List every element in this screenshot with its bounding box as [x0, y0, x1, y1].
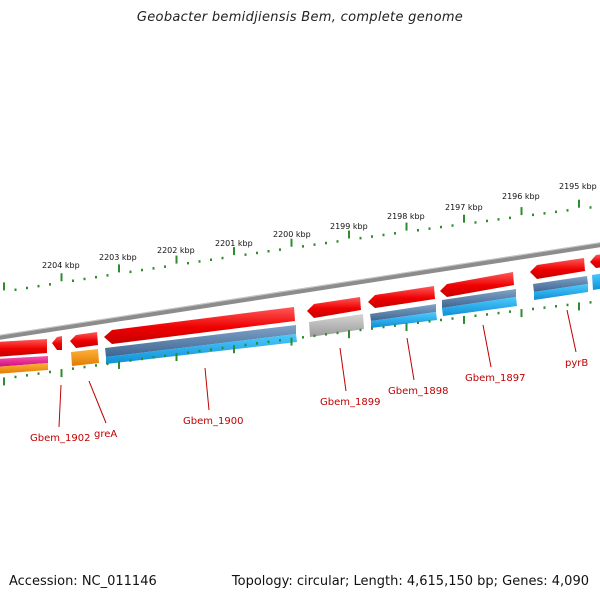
- gray-feature[interactable]: [309, 314, 364, 337]
- forward-genes: [0, 254, 600, 357]
- outer-ruler: [3, 199, 592, 291]
- gene-arrow[interactable]: [52, 336, 62, 350]
- tick-label-2195: 2195 kbp: [559, 182, 597, 191]
- steel-feature[interactable]: [442, 289, 516, 308]
- magenta-feature[interactable]: [0, 356, 48, 367]
- inner-ruler: [3, 301, 592, 386]
- tick-label-2196: 2196 kbp: [502, 192, 540, 201]
- orange-feature[interactable]: [71, 349, 99, 366]
- tick-label-2197: 2197 kbp: [445, 203, 483, 212]
- steel-feature[interactable]: [533, 276, 588, 292]
- gene-arrow[interactable]: [307, 297, 361, 318]
- genome-stats-text: Topology: circular; Length: 4,615,150 bp…: [231, 574, 589, 589]
- tick-label-2200: 2200 kbp: [273, 230, 311, 239]
- gene-label-gbem-1902[interactable]: Gbem_1902: [30, 433, 90, 444]
- blue-feature[interactable]: [442, 297, 517, 316]
- genome-backbone: [0, 242, 600, 340]
- orange-feature[interactable]: [0, 363, 48, 374]
- gene-arrow[interactable]: [440, 272, 514, 297]
- tick-label-2203: 2203 kbp: [99, 253, 137, 262]
- gene-label-gbem-1897[interactable]: Gbem_1897: [465, 373, 525, 384]
- leader-line: [58, 384, 62, 428]
- tick-label-2199: 2199 kbp: [330, 222, 368, 231]
- leader-line: [204, 367, 210, 411]
- gene-arrow[interactable]: [0, 339, 47, 357]
- gene-leaders: [58, 309, 577, 428]
- tick-label-2201: 2201 kbp: [215, 239, 253, 248]
- tick-label-2202: 2202 kbp: [157, 246, 195, 255]
- leader-line: [88, 380, 107, 424]
- tick-label-2204: 2204 kbp: [42, 261, 80, 270]
- leader-line: [339, 347, 347, 392]
- tick-label-2198: 2198 kbp: [387, 212, 425, 221]
- gene-labels: Gbem_1902 greA Gbem_1900 Gbem_1899 Gbem_…: [30, 358, 588, 444]
- steel-feature[interactable]: [370, 304, 436, 321]
- gene-arrow[interactable]: [368, 286, 435, 308]
- steel-feature[interactable]: [105, 325, 296, 357]
- tick-labels: 2204 kbp 2203 kbp 2202 kbp 2201 kbp 2200…: [42, 182, 597, 270]
- gene-label-gbem-1900[interactable]: Gbem_1900: [183, 416, 243, 427]
- blue-feature[interactable]: [534, 284, 588, 300]
- gene-label-pyrb[interactable]: pyrB: [565, 358, 588, 369]
- blue-feature[interactable]: [592, 273, 600, 290]
- leader-line: [406, 337, 415, 381]
- map-title: Geobacter bemidjiensis Bem, complete gen…: [136, 10, 464, 25]
- genome-backbone-highlight: [0, 242, 600, 336]
- gene-label-gbem-1898[interactable]: Gbem_1898: [388, 386, 448, 397]
- blue-feature[interactable]: [371, 312, 437, 328]
- gene-arrow[interactable]: [104, 307, 295, 344]
- leader-line: [482, 324, 492, 368]
- gene-label-grea[interactable]: greA: [94, 429, 117, 440]
- gene-label-gbem-1899[interactable]: Gbem_1899: [320, 397, 380, 408]
- gene-arrow[interactable]: [70, 332, 98, 348]
- gene-arrow[interactable]: [590, 254, 600, 268]
- leader-line: [566, 309, 577, 353]
- accession-text: Accession: NC_011146: [9, 574, 157, 589]
- gene-arrow[interactable]: [530, 258, 585, 279]
